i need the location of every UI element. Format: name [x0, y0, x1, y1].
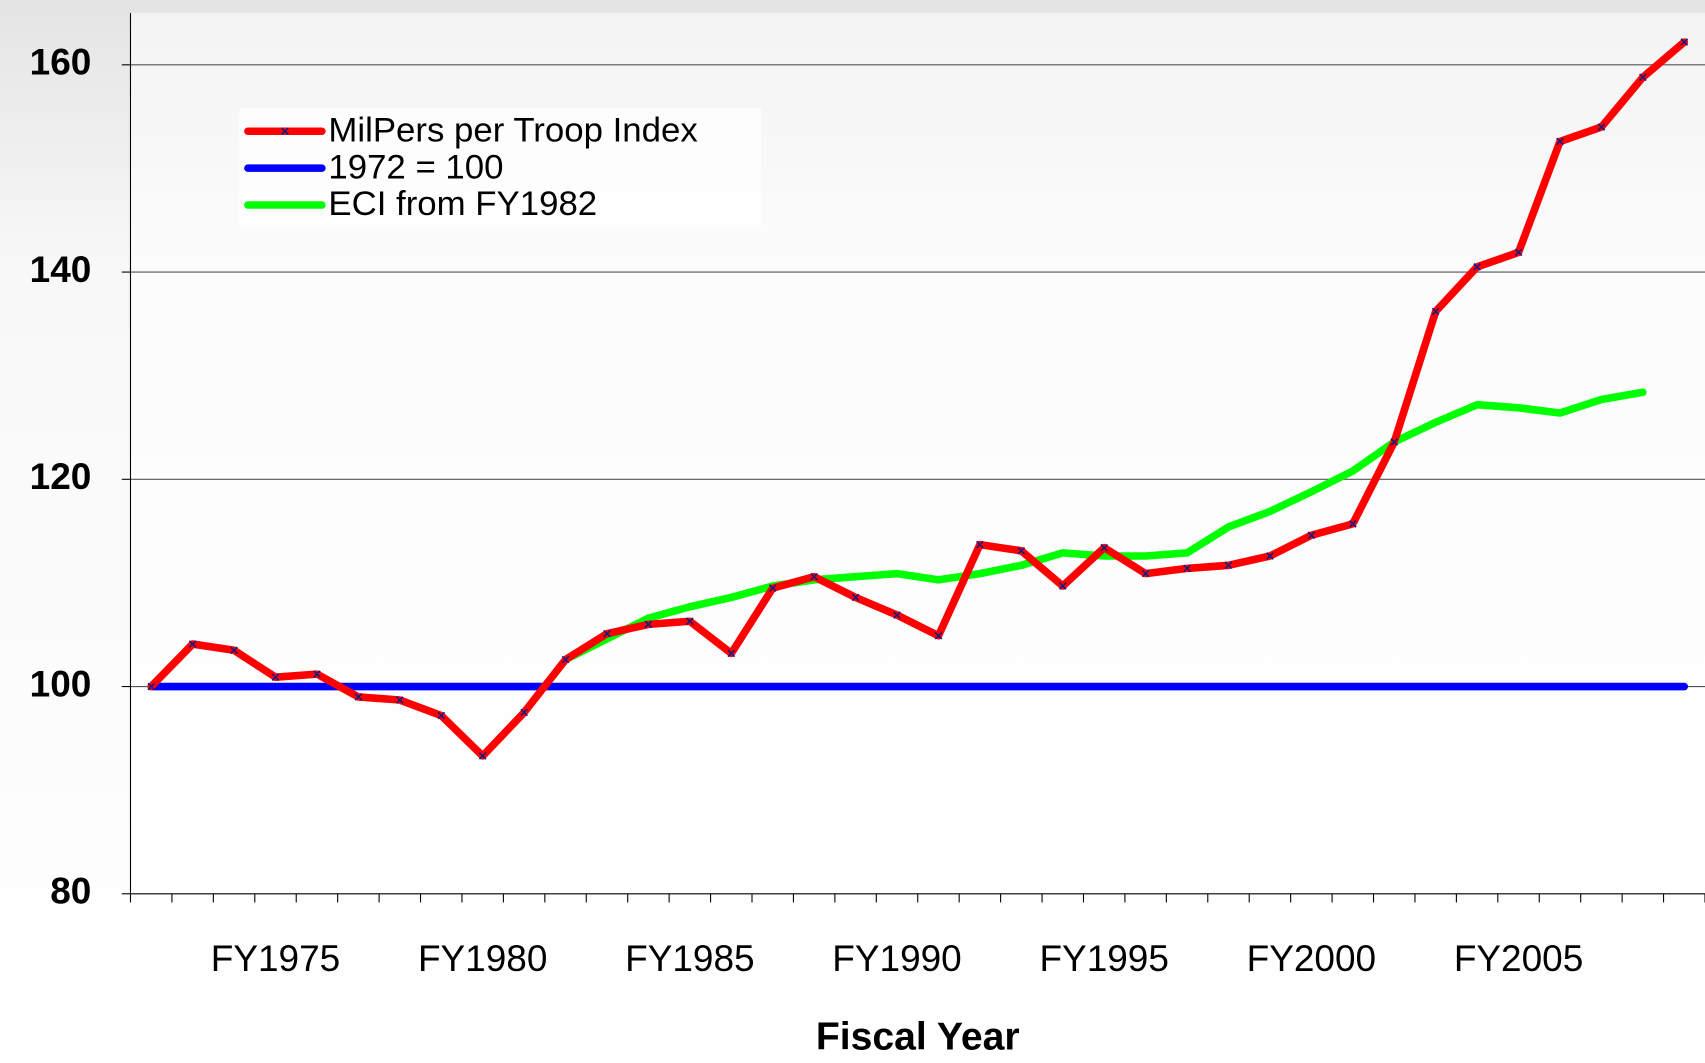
- point-marker: [1473, 263, 1481, 271]
- point-marker: [851, 593, 860, 602]
- point-marker: [976, 540, 984, 549]
- point-marker: [313, 670, 321, 678]
- y-tick-label: 160: [30, 42, 92, 83]
- x-tick-label: FY1995: [1039, 938, 1168, 979]
- point-marker: [1224, 561, 1233, 570]
- point-marker: [934, 631, 943, 640]
- point-marker: [437, 711, 446, 720]
- point-marker: [395, 696, 404, 704]
- point-marker: [188, 640, 197, 648]
- x-axis-label: Fiscal Year: [816, 1015, 1020, 1058]
- series-line: [147, 38, 1689, 760]
- point-marker: [478, 752, 487, 760]
- series-line: [561, 388, 1647, 664]
- legend-label: MilPers per Troop Index: [328, 112, 697, 150]
- x-tick-label: FY2005: [1454, 938, 1583, 979]
- point-marker: [1597, 123, 1606, 131]
- point-marker: [1100, 543, 1109, 552]
- x-tick-label: FY1980: [418, 938, 547, 979]
- point-marker: [1556, 137, 1564, 146]
- legend-label: ECI from FY1982: [328, 185, 597, 223]
- point-marker: [893, 611, 901, 619]
- point-marker: [1307, 531, 1316, 540]
- legend-box: [239, 108, 762, 228]
- point-marker: [1431, 307, 1440, 316]
- point-marker: [147, 682, 156, 691]
- x-tick-label: FY1975: [211, 938, 340, 979]
- point-marker: [1141, 569, 1150, 578]
- y-tick-label: 120: [30, 456, 92, 497]
- legend-label: 1972 = 100: [328, 148, 503, 186]
- point-marker: [1058, 582, 1067, 590]
- y-tick-label: 80: [50, 871, 91, 912]
- x-tick-label: FY1985: [625, 938, 754, 979]
- point-marker: [727, 649, 736, 658]
- y-tick-label: 140: [30, 249, 92, 290]
- point-marker: [644, 620, 653, 629]
- point-marker: [230, 646, 238, 655]
- point-marker: [1183, 564, 1191, 573]
- point-marker: [271, 673, 280, 682]
- point-marker: [354, 693, 363, 701]
- legend-marker: [281, 127, 289, 136]
- point-marker: [1639, 73, 1647, 82]
- point-marker: [1390, 438, 1399, 446]
- point-marker: [520, 708, 528, 717]
- point-marker: [1680, 38, 1689, 46]
- point-marker: [1266, 552, 1274, 560]
- point-marker: [768, 584, 777, 592]
- point-marker: [561, 655, 570, 664]
- point-marker: [686, 617, 694, 626]
- point-marker: [1017, 546, 1026, 555]
- point-marker: [810, 572, 818, 581]
- x-tick-label: FY1990: [832, 938, 961, 979]
- point-marker: [603, 629, 611, 638]
- x-tick-label: FY2000: [1247, 938, 1376, 979]
- point-marker: [1514, 248, 1523, 257]
- point-marker: [1348, 520, 1357, 528]
- y-tick-label: 100: [30, 663, 92, 704]
